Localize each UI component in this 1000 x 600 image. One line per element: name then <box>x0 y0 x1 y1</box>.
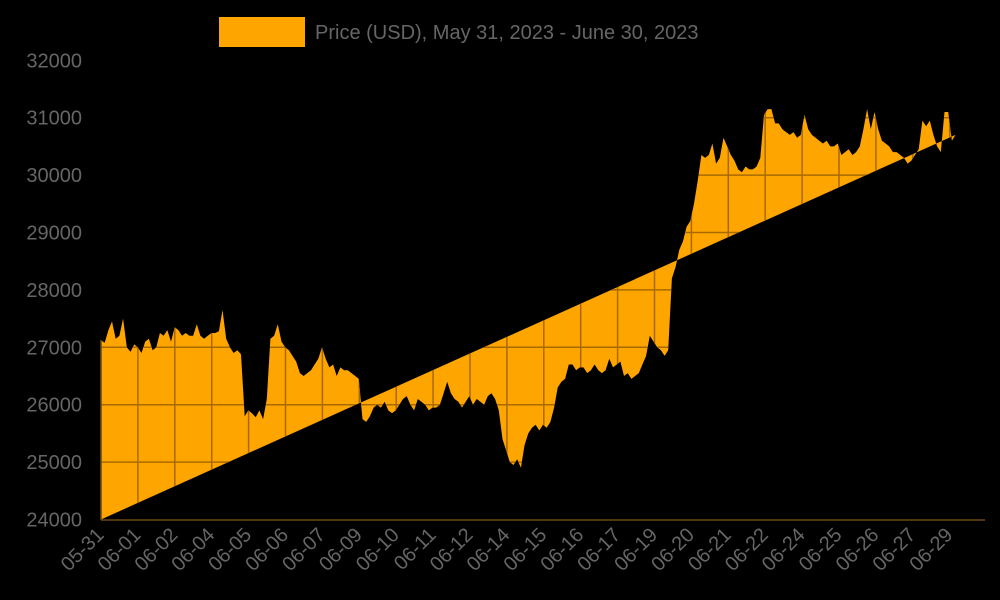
y-tick-label: 27000 <box>26 337 82 359</box>
y-tick-label: 32000 <box>26 50 82 72</box>
y-tick-label: 29000 <box>26 223 82 245</box>
y-tick-label: 24000 <box>26 510 82 532</box>
price-area <box>101 109 956 520</box>
legend: Price (USD), May 31, 2023 - June 30, 202… <box>219 17 699 47</box>
legend-label: Price (USD), May 31, 2023 - June 30, 202… <box>315 22 699 44</box>
y-tick-label: 30000 <box>26 165 82 187</box>
legend-swatch <box>219 17 305 47</box>
y-tick-label: 25000 <box>26 452 82 474</box>
y-tick-label: 31000 <box>26 108 82 130</box>
x-tick-label: 06-29 <box>906 524 958 576</box>
x-axis-labels: 05-3106-0106-0206-0406-0506-0606-0706-09… <box>57 524 957 576</box>
plot-area <box>100 109 985 521</box>
y-tick-label: 26000 <box>26 395 82 417</box>
y-tick-label: 28000 <box>26 280 82 302</box>
x-tick-label: 06-10 <box>352 524 404 576</box>
y-axis-labels: 24000 25000 26000 27000 28000 29000 30000 31000… <box>26 50 82 531</box>
